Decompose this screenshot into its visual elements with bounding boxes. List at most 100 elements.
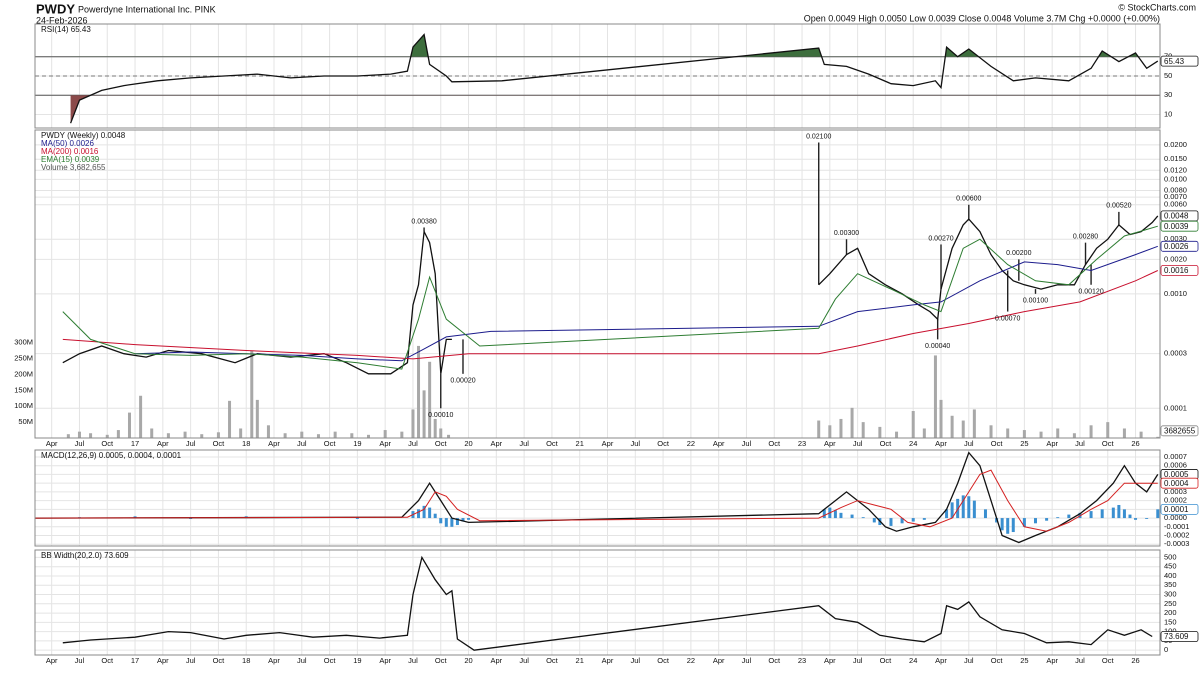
x-tick-label: Jul [630,656,640,665]
volume-tag-label: 3682655 [1164,426,1196,435]
x-tick-label: Apr [713,439,725,448]
y-tick-label: 0.0001 [1164,403,1187,412]
histogram-bar [1100,509,1104,519]
symbol: PWDY [36,1,75,16]
histogram-bar [911,518,915,522]
volume-bar [861,422,865,438]
series-tag [1160,265,1199,276]
volume-bar [1072,433,1076,438]
x-tick-label: 18 [242,439,250,448]
y-tick-label: 0 [1164,645,1168,654]
y-tick-label: 0.0070 [1164,192,1187,201]
line [62,225,1158,370]
panel-frame [34,23,1161,129]
volume-bar [1039,431,1043,438]
panel-title: RSI(14) 65.43 [41,25,91,34]
volume-bar [950,415,954,438]
histogram-bar [455,518,459,526]
y-tick-label: -0.0002 [1164,531,1189,540]
x-tick-label: Jul [964,656,974,665]
panel [35,450,1160,546]
volume-bar [77,431,81,438]
x-tick-label: Oct [213,439,226,448]
volume-bar [350,433,354,438]
annotation-label: 0.00010 [428,412,453,419]
x-tick-label: 25 [1020,656,1028,665]
y-tick-label: -0.0003 [1164,539,1189,548]
y-tick-label: 0.0030 [1164,234,1187,243]
volume-bar [139,395,143,438]
volume-bar [878,426,882,438]
volume-bar [1006,428,1010,438]
histogram-bar [972,500,976,519]
annotation-label: 0.00280 [1073,233,1098,240]
volume-bar [127,412,131,438]
histogram-bar [1056,517,1060,519]
x-tick-label: Oct [324,656,337,665]
series-tag-label: 0.0004 [1164,479,1189,488]
y-tick-label: 0.0150 [1164,154,1187,163]
x-tick-label: Jul [853,439,863,448]
volume-tick-label: 150M [14,385,33,394]
x-tick-label: Jul [297,656,307,665]
y-tick-label: 0.0060 [1164,200,1187,209]
histogram-bar [439,518,443,524]
line [134,245,1158,362]
histogram-bar [1022,518,1026,527]
histogram-bar [1067,514,1071,519]
date: 24-Feb-2026 [36,15,88,25]
volume-bar [228,400,232,438]
x-tick-label: Apr [379,439,391,448]
x-tick-label: Oct [435,656,448,665]
volume-bar [1139,431,1143,438]
x-tick-label: Jul [1075,656,1085,665]
series-tag [1160,240,1199,252]
x-tick-label: Apr [935,656,947,665]
x-tick-label: 19 [353,439,361,448]
x-tick-label: Apr [268,439,280,448]
x-tick-label: 22 [687,439,695,448]
annotation-label: 0.00070 [995,315,1020,322]
x-tick-label: Apr [824,439,836,448]
x-tick-label: Jul [186,656,196,665]
panel-title: BB Width(20,2.0) 73.609 [41,551,129,560]
volume-bar [1122,428,1126,438]
annotation-label: 0.02100 [806,133,831,140]
panel [35,550,1160,655]
line [35,469,1158,532]
y-tick-label: 0.0120 [1164,165,1187,174]
volume-bar [366,434,370,438]
histogram-bar [872,518,876,523]
panel-title: MACD(12,26,9) 0.0005, 0.0004, 0.0001 [41,451,182,460]
histogram-bar [444,518,448,527]
series-tag-label: 0.0026 [1164,242,1189,251]
x-tick-label: Jul [297,439,307,448]
histogram-bar [1045,518,1049,521]
line [35,451,1159,544]
histogram-bar [417,509,421,519]
histogram-bar [461,518,465,522]
volume-bar [939,399,943,438]
x-tick-label: 20 [464,439,472,448]
x-tick-label: Apr [602,439,614,448]
histogram-bar [983,509,987,519]
panel [35,24,1160,128]
x-tick-label: Apr [1046,656,1058,665]
histogram-bar [900,518,904,524]
annotation-label: 0.00600 [956,196,981,203]
histogram-bar [1089,511,1093,519]
volume-bar [828,425,832,438]
annotation-label: 0.00040 [925,343,950,350]
x-tick-label: Oct [991,439,1004,448]
volume-bar [433,418,437,438]
volume-bar [839,418,843,438]
y-tick-label: 450 [1164,562,1177,571]
volume-bar [922,428,926,438]
volume-bar [989,425,993,438]
x-tick-label: Oct [657,439,670,448]
volume-bar [105,434,109,438]
legend-entry: MA(50) 0.0026 [41,139,94,148]
series-tag [1160,477,1199,489]
y-tick-label: 0.0006 [1164,461,1187,470]
annotation-label: 0.00120 [1078,289,1103,296]
